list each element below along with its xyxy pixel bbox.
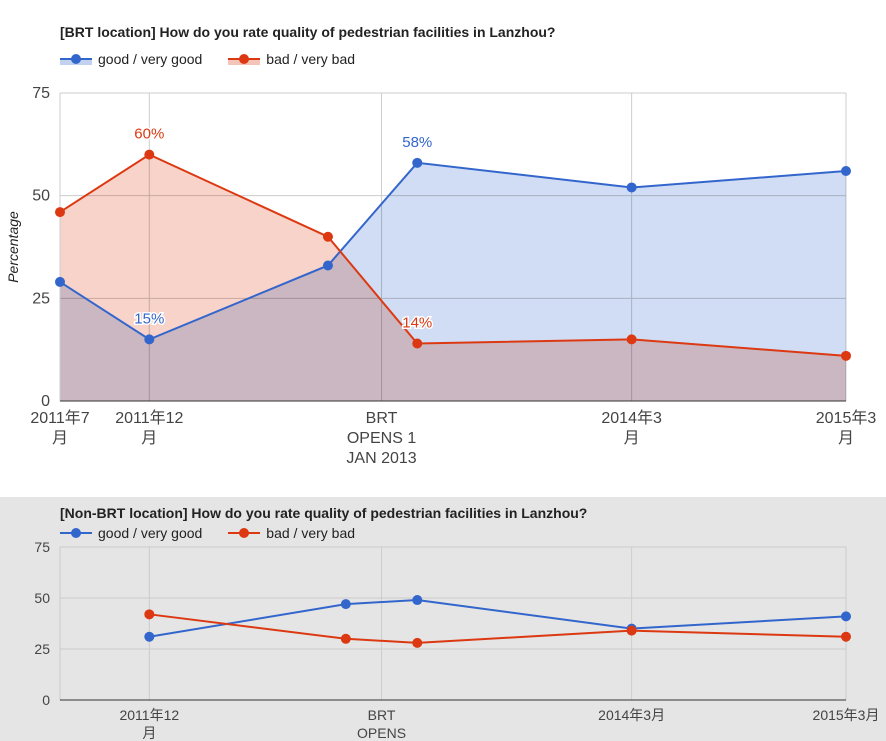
legend-item-good-2[interactable]: good / very good xyxy=(60,525,202,541)
x-tick-label: 2011年7 xyxy=(30,409,89,427)
data-point-good xyxy=(841,166,851,177)
series-line-good xyxy=(149,599,847,638)
x-tick-label: 2015年3月 xyxy=(813,707,880,723)
brt-chart-svg: 0 25 50 75 2011年7 月 2011年12 月 BRT OPENS 1 JAN 2013… xyxy=(5,85,877,467)
brt-chart-panel: [BRT location] How do you rate quality o… xyxy=(5,24,877,467)
x-tick-label: 月 xyxy=(624,430,640,447)
y-tick-label: 50 xyxy=(32,188,50,205)
x-tick-label: 月 xyxy=(141,430,157,447)
data-point-bad xyxy=(322,231,333,242)
data-point-bad xyxy=(841,350,851,361)
data-point-good xyxy=(340,599,351,610)
legend-label-good-2: good / very good xyxy=(98,525,203,541)
x-tick-label: 2011年12 xyxy=(119,707,179,723)
x-tick-label: 月 xyxy=(52,430,68,447)
legend-label-bad-2: bad / very bad xyxy=(266,525,356,541)
x-tick-label: JAN 2013 xyxy=(346,450,416,467)
x-tick-label: 2014年3 xyxy=(601,409,662,427)
data-point-bad xyxy=(841,631,851,642)
data-point-good xyxy=(55,276,65,287)
x-tick-label: OPENS 1 xyxy=(347,430,416,447)
data-point-bad xyxy=(412,637,423,648)
y-tick-label: 25 xyxy=(34,641,50,657)
non-brt-chart-svg: 0 25 50 75 2011年12 月 BRT OPENS 2014年3月 2015年3月 xyxy=(34,539,880,741)
y-axis-title: Percentage xyxy=(5,211,21,283)
data-point-good xyxy=(412,157,423,168)
series-line-bad xyxy=(59,153,847,357)
data-label-bad: 14% xyxy=(402,315,432,332)
data-point-bad xyxy=(626,334,637,345)
legend-item-bad-2[interactable]: bad / very bad xyxy=(228,525,355,541)
data-point-good xyxy=(626,182,637,193)
data-label-bad: 60% xyxy=(134,126,164,143)
legend-swatch-bad xyxy=(228,53,261,65)
x-tick-label: BRT xyxy=(368,707,396,723)
data-point-bad xyxy=(626,625,637,636)
x-tick-label: 月 xyxy=(142,725,156,741)
legend-label-good: good / very good xyxy=(98,51,203,67)
y-tick-label: 75 xyxy=(34,539,50,555)
data-point-bad xyxy=(144,609,155,620)
legend-label-bad: bad / very bad xyxy=(266,51,356,67)
legend-item-bad[interactable]: bad / very bad xyxy=(228,51,355,67)
data-point-good xyxy=(144,631,155,642)
data-point-bad xyxy=(144,149,155,160)
legend-swatch-good xyxy=(60,53,92,65)
data-label-good: 15% xyxy=(134,310,164,327)
data-point-bad xyxy=(340,633,351,644)
series-line-good xyxy=(59,161,847,341)
x-tick-label: 月 xyxy=(838,430,854,447)
x-tick-label: OPENS xyxy=(357,725,406,741)
data-point-good xyxy=(412,595,423,606)
legend-item-good[interactable]: good / very good xyxy=(60,51,202,67)
x-tick-label: 2015年3 xyxy=(816,409,877,427)
data-point-bad xyxy=(412,338,423,349)
x-tick-label: 2014年3月 xyxy=(598,707,665,723)
non-brt-chart-panel: [Non-BRT location] How do you rate quali… xyxy=(0,497,886,741)
y-tick-label: 50 xyxy=(34,590,50,606)
y-tick-label: 25 xyxy=(32,290,50,307)
data-label-good: 58% xyxy=(402,134,432,151)
legend-swatch-bad-2 xyxy=(228,527,261,539)
y-tick-label: 0 xyxy=(42,692,50,708)
area-bad xyxy=(60,154,846,401)
data-point-bad xyxy=(55,207,65,218)
data-point-good xyxy=(841,611,851,622)
data-point-good xyxy=(144,334,155,345)
legend-swatch-good-2 xyxy=(60,527,92,539)
x-tick-label: 2011年12 xyxy=(115,409,183,427)
chart-title: [BRT location] How do you rate quality o… xyxy=(60,24,556,40)
y-tick-label: 0 xyxy=(41,393,50,410)
chart-legend: good / very good bad / very bad xyxy=(60,51,373,67)
chart-legend-2: good / very good bad / very bad xyxy=(60,525,373,541)
x-tick-label: BRT xyxy=(366,410,398,427)
chart-title-2: [Non-BRT location] How do you rate quali… xyxy=(60,505,588,521)
y-tick-label: 75 xyxy=(32,85,50,102)
data-point-good xyxy=(322,260,333,271)
